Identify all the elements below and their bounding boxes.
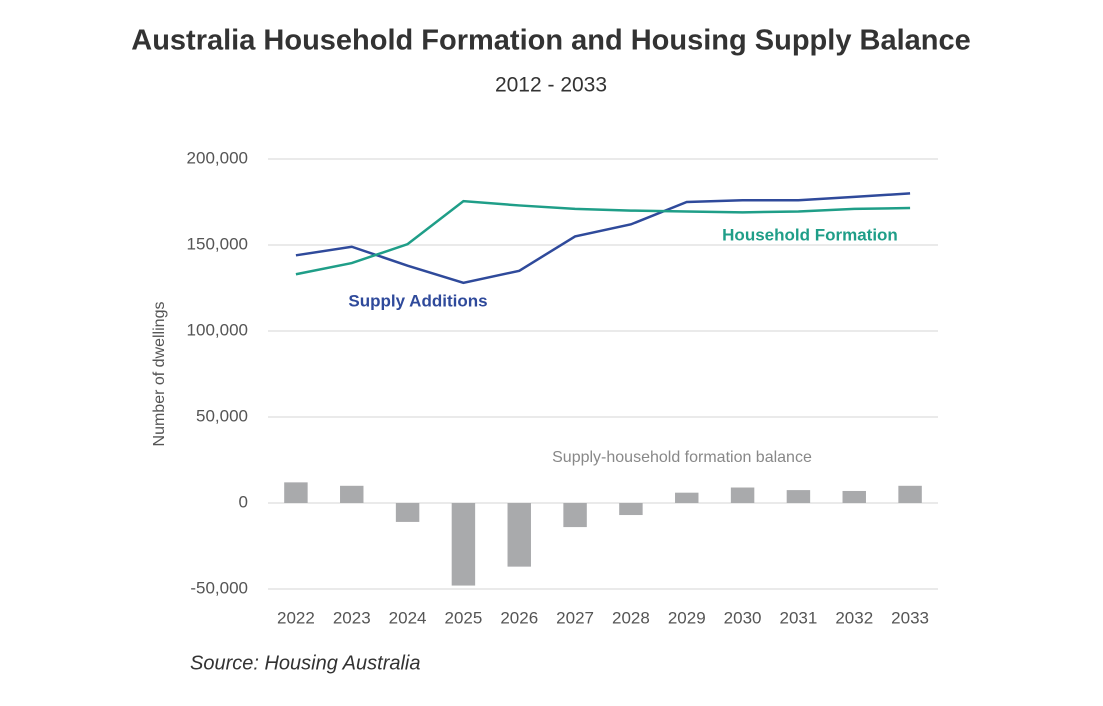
x-tick-label: 2033 <box>891 608 929 627</box>
y-tick-label: 150,000 <box>187 234 248 253</box>
x-tick-label: 2028 <box>612 608 650 627</box>
x-tick-label: 2030 <box>724 608 762 627</box>
bar <box>340 485 364 503</box>
y-tick-label: 50,000 <box>196 406 248 425</box>
x-tick-label: 2023 <box>333 608 371 627</box>
bar <box>898 485 922 503</box>
x-tick-label: 2029 <box>668 608 706 627</box>
line <box>295 192 911 285</box>
bar <box>507 503 531 567</box>
x-tick-label: 2022 <box>277 608 315 627</box>
bar <box>842 490 866 503</box>
bar <box>619 503 643 516</box>
x-tick-label: 2031 <box>780 608 818 627</box>
chart-subtitle: 2012 - 2033 <box>495 74 607 97</box>
y-axis-label: Number of dwellings <box>151 302 168 447</box>
bar <box>451 503 476 586</box>
bar <box>786 490 811 503</box>
chart-title: Australia Household Formation and Housin… <box>131 25 971 57</box>
y-tick-label: 0 <box>239 492 248 511</box>
y-tick-label: 100,000 <box>187 320 248 339</box>
bar <box>730 487 755 503</box>
series-label: Supply Additions <box>348 291 487 310</box>
bar <box>395 503 420 522</box>
y-tick-label: -50,000 <box>190 578 248 597</box>
source: Source: Housing Australia <box>190 652 421 674</box>
x-tick-label: 2026 <box>500 608 538 627</box>
line <box>295 199 911 276</box>
bar <box>563 503 587 528</box>
x-tick-label: 2025 <box>445 608 483 627</box>
y-tick-label: 200,000 <box>187 148 248 167</box>
x-tick-label: 2027 <box>556 608 594 627</box>
x-tick-label: 2032 <box>835 608 873 627</box>
series-label: Household Formation <box>722 225 898 244</box>
series-label: Supply-household formation balance <box>552 449 812 466</box>
bar <box>675 492 699 503</box>
x-tick-label: 2024 <box>389 608 427 627</box>
bar <box>284 482 308 503</box>
